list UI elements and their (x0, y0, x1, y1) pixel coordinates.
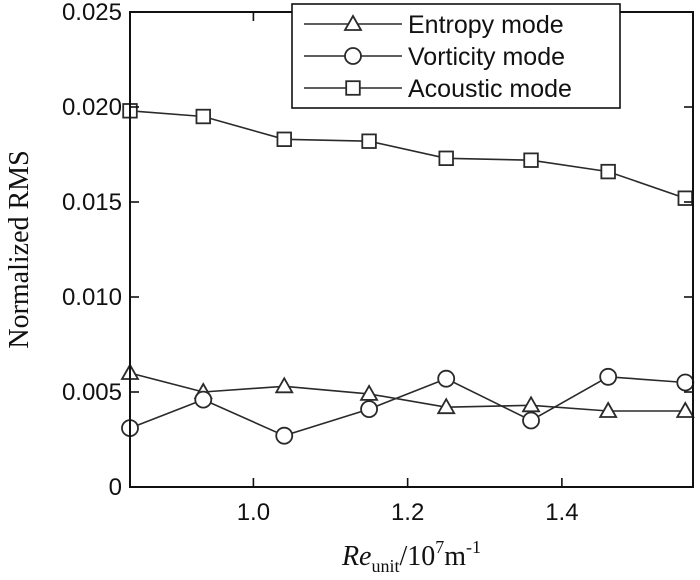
y-tick-label: 0.010 (62, 284, 122, 311)
data-point-entropy-mode (436, 397, 456, 415)
legend-label-entropy-mode: Entropy mode (408, 11, 564, 39)
x-axis-title-exponent: 7 (435, 537, 444, 557)
ticks-layer: 0 0.005 0.010 0.015 0.020 0.025 1.0 1.2 1.4 (62, 0, 693, 526)
data-point-entropy-mode (521, 395, 541, 413)
x-axis-title-subscript: unit (371, 556, 399, 576)
data-point-vorticity-mode (360, 400, 378, 419)
data-point-acoustic-mode (195, 108, 211, 125)
legend: Entropy mode Vorticity mode Acoustic mode (291, 3, 621, 109)
series-line-vorticity-mode (129, 375, 686, 437)
legend-label-vorticity-mode: Vorticity mode (408, 43, 565, 71)
data-point-entropy-mode (675, 401, 695, 418)
data-point-vorticity-mode (275, 426, 294, 445)
y-axis-title: Normalized RMS (4, 150, 35, 348)
legend-items: Entropy mode Vorticity mode Acoustic mode (304, 11, 572, 103)
data-point-acoustic-mode (600, 163, 616, 180)
x-axis-title-unit-prefix: /10 (399, 541, 435, 572)
y-tick-label: 0.020 (62, 94, 122, 121)
data-point-entropy-mode (359, 384, 379, 401)
series-vorticity-mode (121, 367, 695, 445)
legend-marker-acoustic-mode (345, 80, 361, 96)
y-tick-label: 0.015 (62, 189, 122, 216)
data-point-entropy-mode (598, 401, 618, 418)
x-axis-title: Reunit/107m-1 (341, 537, 481, 576)
y-tick-label: 0.005 (62, 379, 122, 406)
legend-marker-entropy-mode (343, 14, 363, 31)
legend-marker-vorticity-mode (344, 47, 362, 65)
data-point-acoustic-mode (361, 133, 377, 149)
x-tick-label: 1.2 (391, 499, 424, 526)
data-point-vorticity-mode (676, 373, 695, 392)
series-entropy-mode (120, 363, 695, 418)
x-axis-title-exponent-2: -1 (466, 537, 481, 557)
data-point-vorticity-mode (522, 411, 540, 430)
data-point-vorticity-mode (194, 390, 213, 409)
y-tick-label: 0 (109, 474, 122, 501)
data-point-acoustic-mode (438, 150, 454, 167)
data-point-acoustic-mode (677, 190, 693, 206)
data-point-acoustic-mode (276, 131, 292, 148)
data-point-vorticity-mode (437, 369, 456, 388)
data-point-vorticity-mode (599, 367, 618, 386)
x-tick-label: 1.4 (545, 499, 578, 526)
x-axis-title-unit: m (444, 541, 466, 572)
plot-layer (120, 103, 695, 445)
legend-label-acoustic-mode: Acoustic mode (408, 75, 572, 103)
y-tick-label: 0.025 (62, 0, 122, 26)
data-point-acoustic-mode (523, 152, 539, 168)
series-line-entropy-mode (129, 372, 686, 412)
series-line-acoustic-mode (129, 110, 686, 199)
data-point-entropy-mode (274, 376, 294, 394)
x-tick-label: 1.0 (237, 499, 270, 526)
x-axis-title-main: Re (341, 541, 372, 572)
